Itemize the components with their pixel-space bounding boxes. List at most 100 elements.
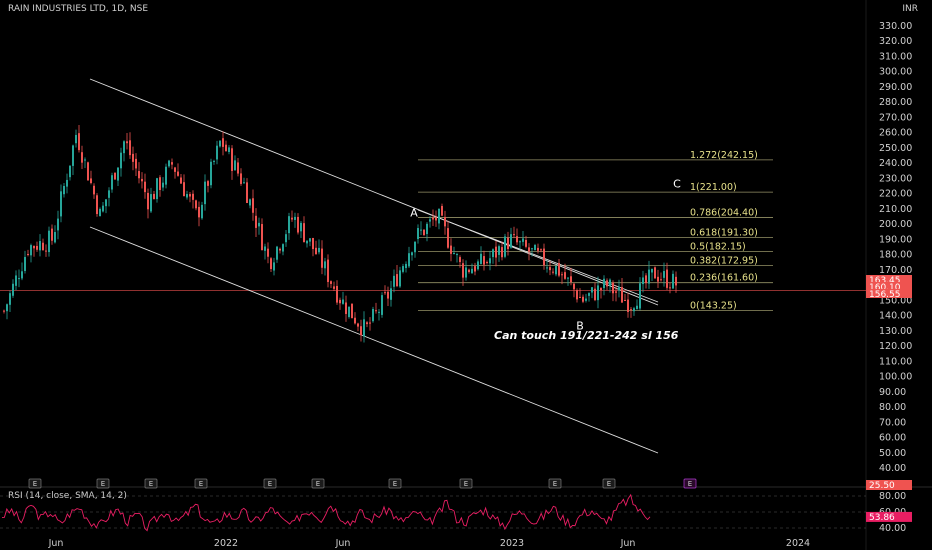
candle-up — [39, 241, 41, 251]
candle-down — [384, 292, 386, 294]
candle-up — [633, 308, 635, 312]
candle-up — [636, 305, 638, 310]
price-badge — [866, 289, 912, 298]
candle-down — [360, 326, 362, 336]
candle-down — [180, 177, 182, 184]
candle-up — [24, 256, 26, 271]
candle-down — [513, 234, 515, 236]
candle-up — [6, 304, 8, 312]
candle-down — [630, 309, 632, 311]
fib-level-label: 1(221.00) — [690, 182, 737, 193]
candle-up — [324, 261, 326, 269]
candle-up — [75, 134, 77, 144]
y-tick-label: 310.00 — [879, 51, 912, 62]
candle-down — [537, 247, 539, 251]
volume-badge — [866, 480, 912, 490]
candle-down — [600, 288, 602, 291]
candle-up — [12, 283, 14, 296]
candle-down — [495, 246, 497, 258]
earnings-marker: E — [96, 478, 110, 489]
candle-down — [3, 310, 5, 312]
candle-up — [651, 268, 653, 273]
y-tick-label: 190.00 — [879, 234, 912, 245]
candle-down — [624, 299, 626, 301]
candle-up — [120, 152, 122, 169]
earnings-marker: E — [28, 478, 42, 489]
candle-down — [573, 283, 575, 290]
candle-down — [51, 228, 53, 241]
candle-down — [297, 216, 299, 233]
x-tick-label: Jun — [335, 538, 351, 549]
y-tick-label: 230.00 — [879, 173, 912, 184]
candle-up — [408, 253, 410, 267]
candle-down — [90, 178, 92, 184]
candle-up — [294, 216, 296, 220]
candle-up — [492, 249, 494, 258]
candle-down — [540, 249, 542, 251]
y-tick-label: 260.00 — [879, 128, 912, 139]
candle-down — [141, 178, 143, 182]
candle-up — [249, 199, 251, 206]
rsi-tick-label: 80.00 — [879, 491, 906, 502]
candle-up — [414, 241, 416, 253]
candle-up — [168, 160, 170, 167]
candle-down — [126, 141, 128, 144]
candle-down — [303, 223, 305, 243]
candle-down — [27, 253, 29, 255]
candle-down — [441, 206, 443, 216]
candle-down — [192, 193, 194, 200]
candle-down — [78, 133, 80, 151]
y-tick-label: 240.00 — [879, 158, 912, 169]
candle-up — [342, 299, 344, 304]
candle-down — [339, 299, 341, 304]
candle-down — [615, 291, 617, 293]
earnings-marker-label: E — [607, 480, 611, 488]
candle-down — [195, 200, 197, 209]
candle-up — [534, 244, 536, 251]
candle-down — [138, 171, 140, 179]
candle-up — [30, 245, 32, 256]
candle-down — [252, 198, 254, 213]
earnings-marker-box — [194, 478, 208, 489]
candle-up — [603, 278, 605, 289]
earnings-marker-label: E — [688, 480, 692, 488]
y-tick-label: 270.00 — [879, 112, 912, 123]
candle-up — [162, 182, 164, 188]
earnings-marker-label: E — [393, 480, 397, 488]
earnings-marker-label: E — [464, 480, 468, 488]
earnings-marker: E — [388, 478, 402, 489]
candle-down — [486, 262, 488, 264]
candle-up — [234, 160, 236, 171]
candle-up — [417, 228, 419, 240]
candle-up — [54, 232, 56, 243]
candle-down — [114, 172, 116, 180]
candle-down — [462, 263, 464, 278]
candle-up — [555, 265, 557, 275]
candle-down — [132, 153, 134, 162]
candle-down — [147, 192, 149, 210]
candle-up — [609, 279, 611, 286]
candle-up — [519, 241, 521, 243]
candle-down — [366, 322, 368, 325]
y-tick-label: 100.00 — [879, 372, 912, 383]
candle-down — [255, 215, 257, 228]
candle-down — [261, 224, 263, 251]
candle-down — [333, 286, 335, 289]
candle-up — [219, 140, 221, 147]
candle-up — [531, 248, 533, 250]
candle-down — [336, 285, 338, 303]
candle-down — [483, 256, 485, 265]
candle-down — [42, 242, 44, 251]
candle-up — [69, 165, 71, 178]
candle-down — [222, 138, 224, 147]
candle-down — [231, 148, 233, 171]
earnings-marker-box — [388, 478, 402, 489]
candle-up — [642, 277, 644, 285]
candle-down — [666, 269, 668, 288]
candle-down — [225, 144, 227, 152]
earnings-marker: E — [194, 478, 208, 489]
candle-down — [87, 162, 89, 181]
candle-up — [66, 179, 68, 187]
